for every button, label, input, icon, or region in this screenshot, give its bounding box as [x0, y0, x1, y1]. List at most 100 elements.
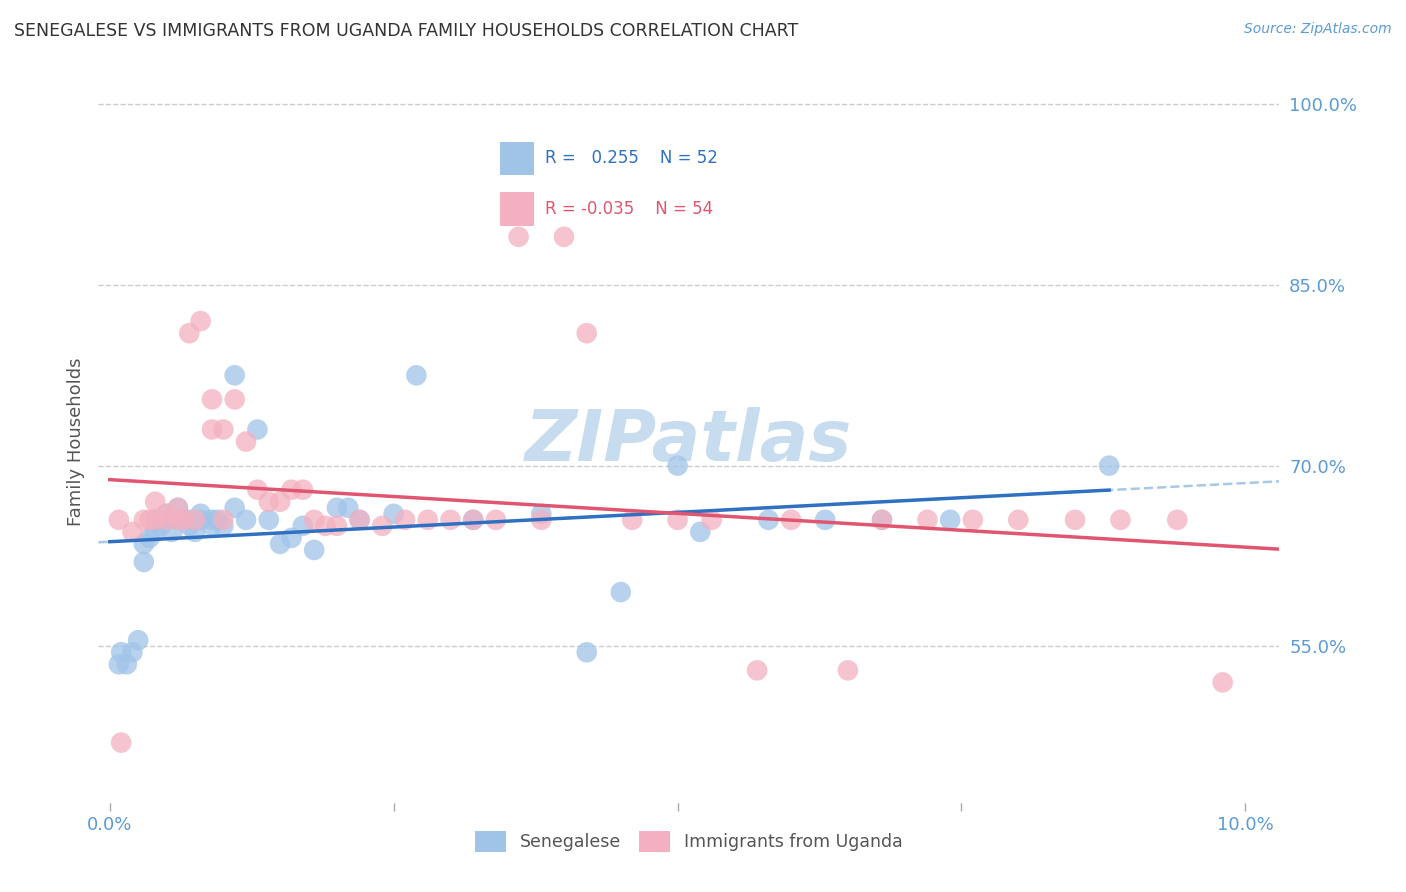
Point [143, 513, 166, 527]
Point [246, 423, 269, 437]
Point [917, 513, 939, 527]
Point [138, 531, 160, 545]
Point [155, 507, 177, 521]
Point [758, 513, 780, 527]
Point [463, 513, 485, 527]
Point [575, 645, 598, 659]
Point [143, 494, 166, 508]
Point [167, 513, 190, 527]
Point [666, 458, 689, 473]
Point [530, 507, 553, 521]
Point [371, 519, 394, 533]
Point [689, 524, 711, 539]
Point [190, 513, 212, 527]
Point [394, 513, 416, 527]
Point [121, 524, 143, 539]
Point [108, 513, 131, 527]
Point [173, 513, 195, 527]
Point [149, 519, 172, 533]
Point [291, 519, 314, 533]
Point [621, 513, 644, 527]
Point [349, 513, 371, 527]
Point [201, 392, 224, 407]
Point [553, 230, 575, 244]
Point [155, 513, 177, 527]
Point [870, 513, 893, 527]
Point [201, 423, 224, 437]
Point [257, 513, 280, 527]
Point [162, 524, 183, 539]
Point [184, 524, 207, 539]
Point [745, 663, 768, 677]
Point [224, 392, 246, 407]
Point [173, 513, 195, 527]
Point [508, 230, 530, 244]
Point [212, 423, 235, 437]
Point [1212, 675, 1234, 690]
Point [1098, 458, 1121, 473]
Point [212, 519, 235, 533]
Point [110, 736, 132, 750]
Point [575, 326, 598, 340]
Point [143, 513, 166, 527]
Point [127, 633, 149, 648]
Legend: Senegalese, Immigrants from Uganda: Senegalese, Immigrants from Uganda [468, 824, 910, 859]
Point [1064, 513, 1087, 527]
Point [382, 507, 405, 521]
Point [167, 500, 190, 515]
Point [610, 585, 633, 599]
Point [337, 500, 360, 515]
Point [302, 542, 325, 557]
Point [666, 513, 689, 527]
Point [155, 513, 177, 527]
Point [269, 537, 291, 551]
Point [280, 483, 302, 497]
Text: ZIPatlas: ZIPatlas [526, 407, 852, 476]
Point [269, 494, 291, 508]
Point [121, 645, 143, 659]
Point [184, 513, 207, 527]
Point [190, 507, 212, 521]
Point [405, 368, 427, 383]
Point [315, 519, 337, 533]
Point [326, 500, 349, 515]
Point [179, 513, 201, 527]
Point [201, 519, 224, 533]
Point [179, 326, 201, 340]
Point [349, 513, 371, 527]
Point [143, 524, 166, 539]
Point [224, 368, 246, 383]
Text: Source: ZipAtlas.com: Source: ZipAtlas.com [1244, 22, 1392, 37]
Point [1007, 513, 1029, 527]
Point [1166, 513, 1188, 527]
Point [212, 513, 235, 527]
Point [302, 513, 325, 527]
Point [167, 513, 190, 527]
Y-axis label: Family Households: Family Households [66, 358, 84, 525]
Point [439, 513, 461, 527]
Point [326, 519, 349, 533]
Point [132, 513, 155, 527]
Point [246, 483, 269, 497]
Point [837, 663, 859, 677]
Point [257, 494, 280, 508]
Point [962, 513, 984, 527]
Point [108, 657, 131, 672]
Point [201, 513, 224, 527]
Point [814, 513, 837, 527]
Point [291, 483, 314, 497]
Point [179, 519, 201, 533]
Point [485, 513, 508, 527]
Point [224, 500, 246, 515]
Point [416, 513, 439, 527]
Point [700, 513, 723, 527]
Point [167, 500, 190, 515]
Point [780, 513, 803, 527]
Text: SENEGALESE VS IMMIGRANTS FROM UGANDA FAMILY HOUSEHOLDS CORRELATION CHART: SENEGALESE VS IMMIGRANTS FROM UGANDA FAM… [14, 22, 799, 40]
Point [190, 314, 212, 328]
Point [939, 513, 962, 527]
Point [167, 513, 190, 527]
Point [115, 657, 138, 672]
Point [870, 513, 893, 527]
Point [530, 513, 553, 527]
